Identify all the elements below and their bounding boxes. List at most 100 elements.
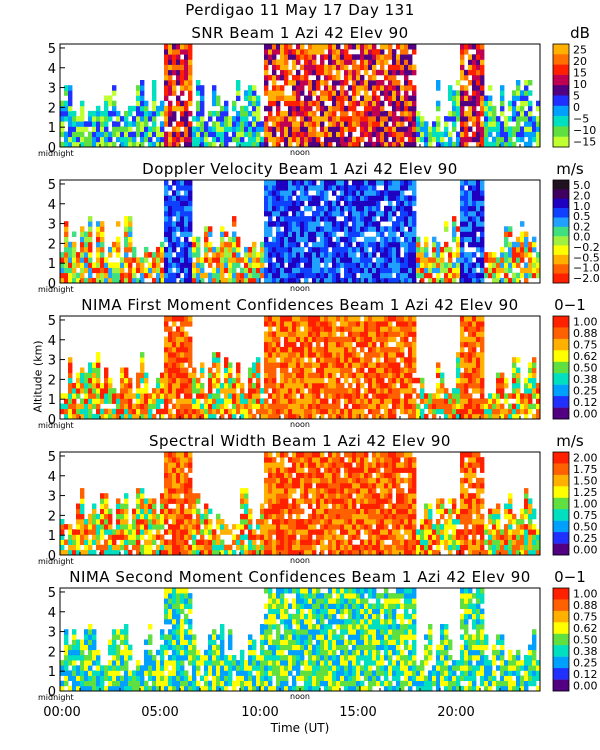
heatmap-cell — [404, 85, 409, 91]
heatmap-cell — [392, 54, 397, 60]
heatmap-cell — [368, 277, 373, 284]
heatmap-cell — [216, 252, 221, 258]
heatmap-cell — [392, 226, 397, 232]
heatmap-cell — [400, 352, 405, 358]
heatmap-cell — [420, 267, 425, 274]
heatmap-cell — [392, 326, 397, 332]
heatmap-cell — [468, 377, 473, 384]
heatmap-cell — [428, 277, 433, 284]
heatmap-cell — [352, 185, 357, 191]
heatmap-cell — [364, 121, 369, 127]
heatmap-cell — [372, 326, 377, 332]
heatmap-cell — [360, 252, 365, 258]
heatmap-cell — [140, 413, 145, 420]
heatmap-cell — [160, 513, 165, 520]
heatmap-cell — [324, 85, 329, 91]
heatmap-cell — [264, 121, 269, 127]
heatmap-cell — [420, 377, 425, 384]
heatmap-cell — [376, 331, 381, 337]
heatmap-cell — [324, 336, 329, 343]
heatmap-cell — [76, 377, 81, 384]
heatmap-cell — [268, 341, 273, 348]
heatmap-cell — [420, 398, 425, 404]
heatmap-cell — [152, 534, 157, 540]
heatmap-cell — [332, 59, 337, 65]
heatmap-cell — [428, 126, 433, 132]
heatmap-cell — [196, 272, 201, 279]
heatmap-cell — [112, 100, 117, 107]
heatmap-cell — [444, 126, 449, 132]
heatmap-cell — [180, 105, 185, 112]
heatmap-cell — [176, 267, 181, 274]
heatmap-cell — [324, 326, 329, 332]
heatmap-cell — [412, 221, 417, 227]
heatmap-cell — [424, 272, 429, 279]
heatmap-cell — [184, 316, 189, 322]
heatmap-cell — [488, 257, 493, 263]
heatmap-cell — [184, 372, 189, 379]
heatmap-cell — [460, 372, 465, 379]
heatmap-cell — [224, 529, 229, 535]
heatmap-cell — [384, 116, 389, 122]
heatmap-cell — [80, 367, 85, 373]
heatmap-cell — [268, 544, 273, 551]
heatmap-cell — [340, 226, 345, 232]
heatmap-cell — [248, 408, 253, 415]
heatmap-cell — [488, 398, 493, 404]
heatmap-cell — [392, 210, 397, 217]
heatmap-cell — [316, 316, 321, 322]
heatmap-cell — [112, 110, 117, 117]
heatmap-cell — [236, 544, 241, 551]
heatmap-cell — [404, 185, 409, 191]
heatmap-cell — [376, 80, 381, 86]
heatmap-cell — [360, 331, 365, 337]
heatmap-cell — [156, 272, 161, 279]
heatmap-cell — [132, 116, 137, 122]
heatmap-cell — [292, 331, 297, 337]
heatmap-cell — [492, 277, 497, 284]
heatmap-cell — [184, 382, 189, 389]
heatmap-cell — [172, 413, 177, 420]
heatmap-cell — [492, 121, 497, 127]
heatmap-cell — [208, 398, 213, 404]
heatmap-cell — [180, 116, 185, 122]
heatmap-cell — [304, 277, 309, 284]
heatmap-cell — [228, 116, 233, 122]
heatmap-cell — [68, 126, 73, 132]
heatmap-cell — [184, 246, 189, 253]
heatmap-cell — [280, 241, 285, 248]
heatmap-cell — [452, 403, 457, 410]
heatmap-cell — [484, 403, 489, 410]
heatmap-cell — [348, 231, 353, 237]
heatmap-cell — [496, 377, 501, 384]
heatmap-cell — [372, 362, 377, 368]
heatmap-cell — [284, 195, 289, 201]
heatmap-cell — [104, 377, 109, 384]
heatmap-cell — [260, 408, 265, 415]
heatmap-cell — [68, 413, 73, 420]
heatmap-cell — [324, 316, 329, 322]
heatmap-cell — [180, 205, 185, 212]
heatmap-cell — [492, 413, 497, 420]
heatmap-cell — [332, 116, 337, 122]
heatmap-cell — [216, 398, 221, 404]
heatmap-cell — [448, 141, 453, 148]
heatmap-cell — [100, 267, 105, 274]
heatmap-cell — [88, 236, 93, 243]
heatmap-cell — [304, 100, 309, 107]
heatmap-cell — [268, 110, 273, 117]
heatmap-cell — [392, 262, 397, 268]
heatmap-cell — [396, 195, 401, 201]
heatmap-cell — [204, 141, 209, 148]
heatmap-cell — [528, 110, 533, 117]
heatmap-cell — [456, 388, 461, 394]
heatmap-cell — [64, 252, 69, 258]
heatmap-cell — [524, 241, 529, 248]
heatmap-cell — [208, 116, 213, 122]
heatmap-cell — [284, 341, 289, 348]
heatmap-cell — [400, 180, 405, 186]
heatmap-cell — [344, 388, 349, 394]
heatmap-cell — [136, 110, 141, 117]
heatmap-cell — [152, 519, 157, 525]
heatmap-cell — [360, 262, 365, 268]
